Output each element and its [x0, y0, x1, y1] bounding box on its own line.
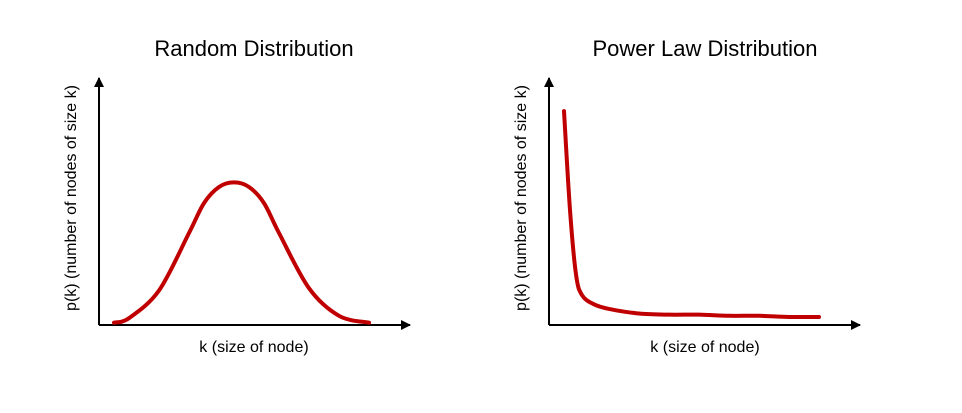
- chart-title: Power Law Distribution: [593, 36, 818, 61]
- y-axis-label: p(k) (number of nodes of size k): [513, 85, 530, 311]
- x-axis-label: k (size of node): [199, 339, 308, 356]
- power-law-distribution-chart: Power Law Distribution p(k) (number of n…: [513, 36, 861, 356]
- y-axis-label: p(k) (number of nodes of size k): [63, 85, 80, 311]
- series-line: [562, 109, 821, 320]
- chart-title: Random Distribution: [154, 36, 353, 61]
- x-axis-label: k (size of node): [650, 339, 759, 356]
- random-distribution-chart: Random Distribution p(k) (number of node…: [63, 36, 411, 356]
- series-line: [112, 180, 371, 325]
